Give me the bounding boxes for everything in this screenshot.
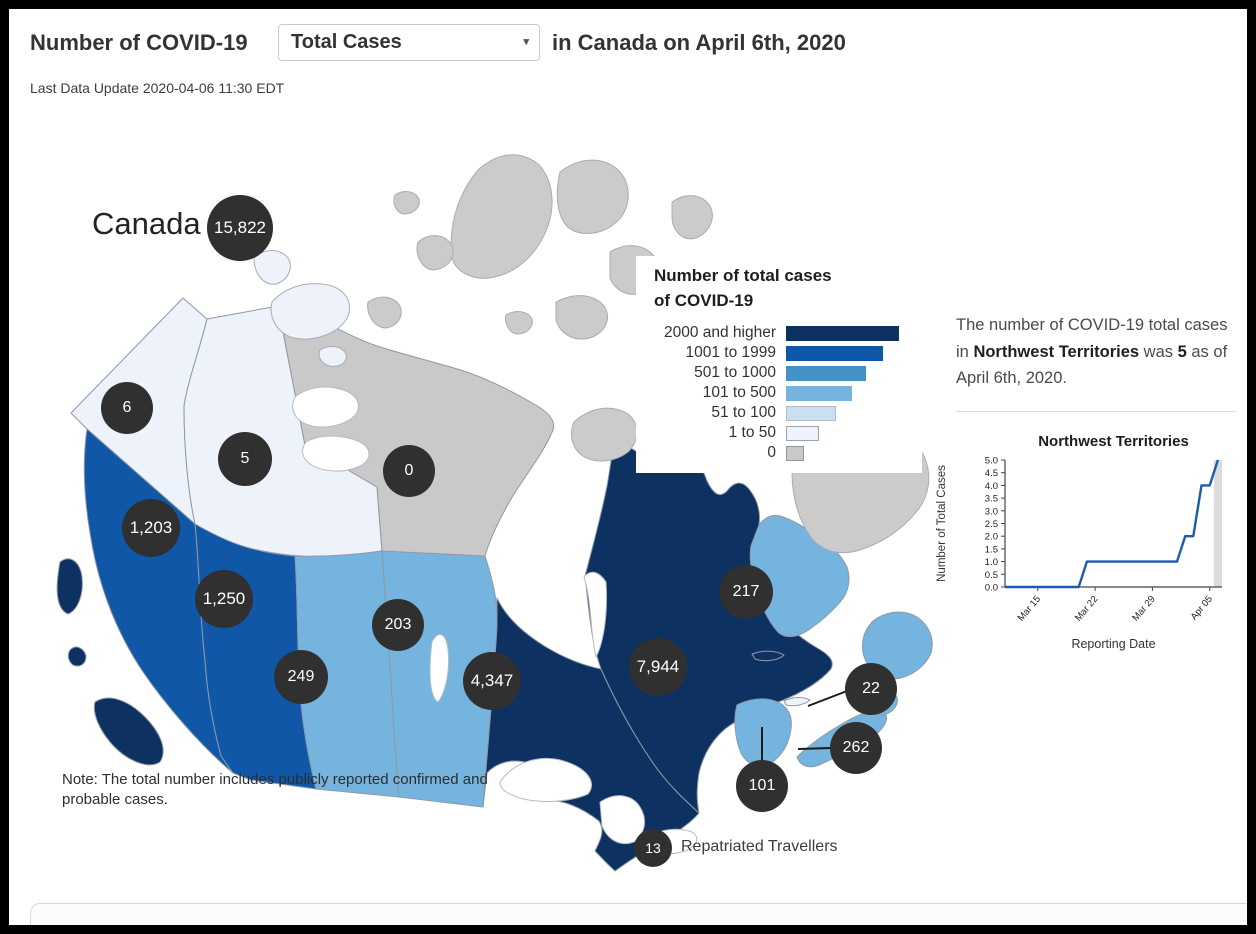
map-note: Note: The total number includes publicly… xyxy=(62,771,488,809)
svg-text:5.0: 5.0 xyxy=(985,456,998,467)
legend-item-swatch xyxy=(786,325,899,341)
region-summary-text: The number of COVID-19 total cases in No… xyxy=(956,316,1228,388)
next-card-top-edge xyxy=(30,903,1256,927)
legend-item: 0 xyxy=(636,443,922,463)
legend-item: 51 to 100 xyxy=(636,403,922,423)
svg-text:Mar 29: Mar 29 xyxy=(1130,594,1157,624)
case-bubble-british-columbia[interactable]: 1,203 xyxy=(122,499,180,557)
legend-item: 101 to 500 xyxy=(636,383,922,403)
panel-divider xyxy=(956,411,1237,412)
legend-item: 1 to 50 xyxy=(636,423,922,443)
legend-item-label: 2000 and higher xyxy=(663,324,776,342)
case-bubble-quebec[interactable]: 7,944 xyxy=(629,638,687,696)
legend-item: 1001 to 1999 xyxy=(636,343,922,363)
case-bubble-nova-scotia[interactable]: 262 xyxy=(830,722,882,774)
line-chart: 0.0 0.5 1.0 1.52.0 2.5 3.03.5 4.0 4.55.0 Mar 15 M… xyxy=(936,433,1222,651)
legend-item-swatch xyxy=(786,365,866,381)
legend-item-swatch xyxy=(786,405,836,421)
bc-coastal-islands xyxy=(56,558,785,766)
svg-text:Mar 15: Mar 15 xyxy=(1016,594,1043,624)
lakes xyxy=(292,386,698,855)
case-bubble-yukon[interactable]: 6 xyxy=(101,382,153,434)
bubble-connector-lines xyxy=(761,690,848,761)
svg-text:Apr 05: Apr 05 xyxy=(1189,594,1215,623)
legend-item-label: 51 to 100 xyxy=(711,404,776,422)
metric-dropdown[interactable]: Total Cases ▾ xyxy=(278,24,540,61)
case-bubble-repatriated-travellers[interactable]: 13 xyxy=(634,829,672,867)
svg-text:Mar 22: Mar 22 xyxy=(1073,594,1100,624)
summary-region-value: 5 xyxy=(1177,342,1187,361)
svg-text:4.5: 4.5 xyxy=(985,468,998,479)
case-bubble-canada[interactable]: 15,822 xyxy=(207,195,273,261)
svg-text:0.0: 0.0 xyxy=(985,583,998,594)
legend-item-label: 1 to 50 xyxy=(728,424,776,442)
case-bubble-alberta[interactable]: 1,250 xyxy=(195,570,253,628)
case-bubble-nunavut[interactable]: 0 xyxy=(383,445,435,497)
chevron-down-icon: ▾ xyxy=(523,36,529,48)
repatriated-travellers-label: Repatriated Travellers xyxy=(681,838,838,855)
legend-item-swatch xyxy=(786,425,819,441)
summary-region-name: Northwest Territories xyxy=(973,342,1140,361)
case-bubble-manitoba[interactable]: 203 xyxy=(372,599,424,651)
svg-text:0.5: 0.5 xyxy=(985,570,998,581)
case-bubble-new-brunswick[interactable]: 101 xyxy=(736,760,788,812)
svg-text:2.5: 2.5 xyxy=(985,519,998,530)
legend-rows: 2000 and higher 1001 to 1999 501 to 1000 10… xyxy=(636,323,922,463)
legend-title: Number of total cases of COVID-19 xyxy=(654,266,832,310)
svg-text:Northwest Territories: Northwest Territories xyxy=(1038,433,1189,450)
svg-text:4.0: 4.0 xyxy=(985,481,998,492)
case-bubble-newfoundland-and-labrador[interactable]: 217 xyxy=(719,565,773,619)
svg-text:Number of Total Cases: Number of Total Cases xyxy=(936,465,948,582)
province-new-brunswick[interactable] xyxy=(734,698,792,767)
country-label: Canada xyxy=(92,206,201,241)
legend-item-label: 501 to 1000 xyxy=(694,364,776,382)
legend-item-label: 0 xyxy=(767,444,776,462)
legend-item-label: 1001 to 1999 xyxy=(685,344,776,362)
svg-text:1.5: 1.5 xyxy=(985,544,998,555)
case-bubble-ontario[interactable]: 4,347 xyxy=(463,652,521,710)
case-bubble-northwest-territories[interactable]: 5 xyxy=(218,432,272,486)
svg-text:Reporting Date: Reporting Date xyxy=(1071,637,1155,651)
page-title-prefix: Number of COVID-19 xyxy=(30,30,248,55)
last-update-timestamp: Last Data Update 2020-04-06 11:30 EDT xyxy=(30,80,285,96)
choropleth-legend: Number of total cases of COVID-19 2000 a… xyxy=(636,256,922,474)
legend-item: 501 to 1000 xyxy=(636,363,922,383)
legend-item-label: 101 to 500 xyxy=(702,384,776,402)
province-prince-edward-island[interactable] xyxy=(783,697,811,707)
page-title-suffix: in Canada on April 6th, 2020 xyxy=(552,30,846,55)
legend-item-swatch xyxy=(786,385,852,401)
region-trend-chart: 0.0 0.5 1.0 1.5 2.0 2.5 3.0 3.5 4.0 4.5 5.0 Mar 15 M… xyxy=(933,430,1245,660)
legend-item-swatch xyxy=(786,345,883,361)
province-newfoundland-island[interactable] xyxy=(862,611,933,680)
svg-text:3.5: 3.5 xyxy=(985,494,998,505)
case-bubble-prince-edward-island[interactable]: 22 xyxy=(845,663,897,715)
legend-item: 2000 and higher xyxy=(636,323,922,343)
svg-text:3.0: 3.0 xyxy=(985,506,998,517)
svg-text:2.0: 2.0 xyxy=(985,532,998,543)
legend-item-swatch xyxy=(786,445,804,461)
case-bubble-saskatchewan[interactable]: 249 xyxy=(274,650,328,704)
metric-dropdown-value: Total Cases xyxy=(291,31,402,53)
svg-text:1.0: 1.0 xyxy=(985,557,998,568)
